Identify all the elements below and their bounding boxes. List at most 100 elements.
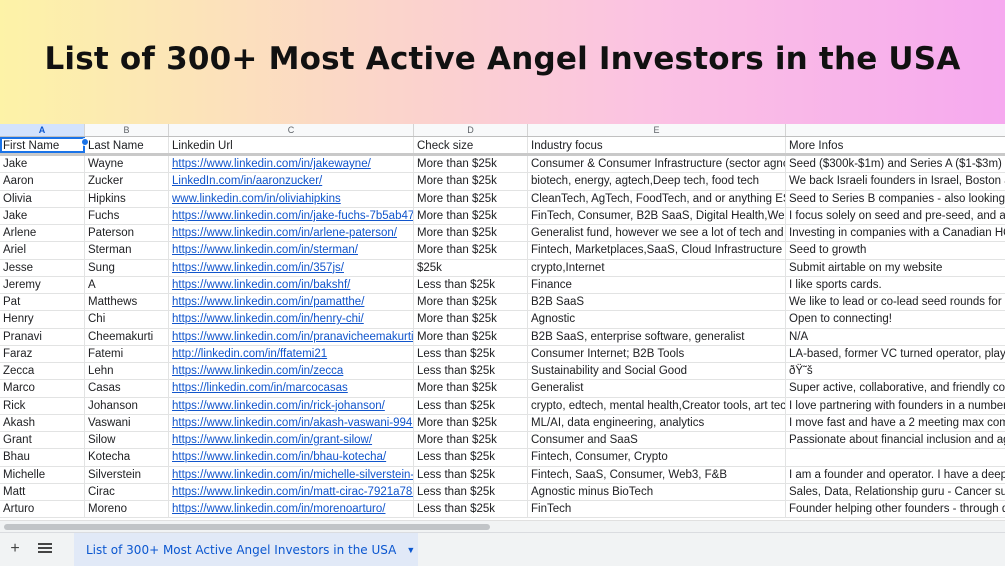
cell-linkedin-url[interactable]: https://www.linkedin.com/in/jake-fuchs-7… — [169, 207, 414, 224]
cell-first-name[interactable]: Faraz — [0, 345, 85, 362]
cell-more-infos[interactable]: Sales, Data, Relationship guru - Cancer … — [789, 485, 1005, 498]
cell-last-name[interactable]: Wayne — [85, 156, 169, 173]
cell-check-size[interactable]: Less than $25k — [414, 345, 528, 362]
cell-industry-focus[interactable]: Agnostic — [528, 311, 786, 328]
cell-last-name[interactable]: Silow — [85, 432, 169, 449]
cell-last-name[interactable]: Moreno — [85, 501, 169, 518]
cell-linkedin-url[interactable]: https://www.linkedin.com/in/sterman/ — [169, 242, 414, 259]
cell-linkedin-url[interactable]: https://www.linkedin.com/in/rick-johanso… — [169, 397, 414, 414]
cell-linkedin-url[interactable]: https://www.linkedin.com/in/357js/ — [169, 259, 414, 276]
cell-check-size[interactable]: Less than $25k — [414, 276, 528, 293]
cell-industry-focus[interactable]: ML/AI, data engineering, analytics — [528, 414, 786, 431]
sheet-tab[interactable]: List of 300+ Most Active Angel Investors… — [74, 533, 418, 566]
cell-more-infos[interactable]: Seed to Series B companies - also lookin… — [789, 192, 1005, 205]
cell-first-name[interactable]: Jake — [0, 207, 85, 224]
cell-first-name[interactable]: Henry — [0, 311, 85, 328]
cell-last-name[interactable]: Sung — [85, 259, 169, 276]
horizontal-scrollbar-thumb[interactable] — [4, 524, 490, 530]
cell-industry-focus[interactable]: Fintech, Marketplaces,SaaS, Cloud Infras… — [528, 242, 786, 259]
cell-more-infos[interactable]: I like sports cards. — [789, 278, 882, 291]
cell-check-size[interactable]: More than $25k — [414, 432, 528, 449]
cell-last-name[interactable]: Fuchs — [85, 207, 169, 224]
cell-linkedin-url[interactable]: https://www.linkedin.com/in/michelle-sil… — [169, 466, 414, 483]
cell-check-size[interactable]: More than $25k — [414, 190, 528, 207]
cell-first-name[interactable]: Arturo — [0, 501, 85, 518]
cell-last-name[interactable]: Cirac — [85, 483, 169, 500]
cell-more-infos[interactable]: We back Israeli founders in Israel, Bost… — [789, 175, 1005, 188]
cell-industry-focus[interactable]: Finance — [528, 276, 786, 293]
cell-linkedin-url[interactable]: https://www.linkedin.com/in/morenoarturo… — [169, 501, 414, 518]
cell-linkedin-url[interactable]: www.linkedin.com/in/oliviahipkins — [169, 190, 414, 207]
cell-first-name[interactable]: Jeremy — [0, 276, 85, 293]
cell-industry-focus[interactable]: biotech, energy, agtech,Deep tech, food … — [528, 173, 786, 190]
cell-last-name[interactable]: Matthews — [85, 294, 169, 311]
cell-linkedin-url[interactable]: https://linkedin.com/in/marcocasas — [169, 380, 414, 397]
cell-more-infos[interactable]: LA-based, former VC turned operator, pla… — [789, 347, 1005, 360]
cell-first-name[interactable]: Akash — [0, 414, 85, 431]
cell-linkedin-url[interactable]: https://www.linkedin.com/in/akash-vaswan… — [169, 414, 414, 431]
cell-more-infos[interactable]: Seed to growth — [789, 244, 867, 257]
cell-industry-focus[interactable]: Consumer and SaaS — [528, 432, 786, 449]
cell-check-size[interactable]: Less than $25k — [414, 449, 528, 466]
cell-check-size[interactable]: More than $25k — [414, 242, 528, 259]
cell-check-size[interactable]: More than $25k — [414, 311, 528, 328]
cell-industry-focus[interactable]: B2B SaaS, enterprise software, generalis… — [528, 328, 786, 345]
cell-linkedin-url[interactable]: https://www.linkedin.com/in/matt-cirac-7… — [169, 483, 414, 500]
header-first-name[interactable]: First Name — [0, 137, 85, 153]
cell-industry-focus[interactable]: Consumer Internet; B2B Tools — [528, 345, 786, 362]
cell-check-size[interactable]: Less than $25k — [414, 501, 528, 518]
cell-industry-focus[interactable]: CleanTech, AgTech, FoodTech, and or anyt… — [528, 190, 786, 207]
cell-check-size[interactable]: More than $25k — [414, 156, 528, 173]
cell-more-infos[interactable]: Submit airtable on my website — [789, 261, 943, 274]
column-header-e[interactable]: E — [528, 124, 786, 136]
cell-first-name[interactable]: Pranavi — [0, 328, 85, 345]
cell-last-name[interactable]: Chi — [85, 311, 169, 328]
column-header-f[interactable] — [786, 124, 1005, 136]
cell-more-infos[interactable]: Passionate about financial inclusion and… — [789, 434, 1005, 446]
cell-last-name[interactable]: A — [85, 276, 169, 293]
cell-check-size[interactable]: More than $25k — [414, 173, 528, 190]
cell-linkedin-url[interactable]: https://www.linkedin.com/in/arlene-pater… — [169, 225, 414, 242]
cell-check-size[interactable]: More than $25k — [414, 207, 528, 224]
cell-last-name[interactable]: Cheemakurti — [85, 328, 169, 345]
cell-first-name[interactable]: Grant — [0, 432, 85, 449]
column-header-d[interactable]: D — [414, 124, 528, 136]
cell-last-name[interactable]: Casas — [85, 380, 169, 397]
column-header-b[interactable]: B — [85, 124, 169, 136]
horizontal-scrollbar[interactable] — [0, 520, 1005, 532]
cell-industry-focus[interactable]: crypto,Internet — [528, 259, 786, 276]
cell-check-size[interactable]: More than $25k — [414, 380, 528, 397]
cell-linkedin-url[interactable]: https://www.linkedin.com/in/bakshf/ — [169, 276, 414, 293]
cell-industry-focus[interactable]: Generalist fund, however we see a lot of… — [528, 225, 786, 242]
cell-more-infos[interactable]: Founder helping other founders - through… — [789, 503, 1005, 515]
cell-linkedin-url[interactable]: LinkedIn.com/in/aaronzucker/ — [169, 173, 414, 190]
cell-check-size[interactable]: More than $25k — [414, 414, 528, 431]
cell-more-infos[interactable]: Investing in companies with a Canadian H… — [789, 227, 1005, 239]
cell-last-name[interactable]: Kotecha — [85, 449, 169, 466]
cell-industry-focus[interactable]: FinTech — [528, 501, 786, 518]
cell-last-name[interactable]: Lehn — [85, 363, 169, 380]
add-sheet-icon[interactable]: + — [10, 540, 20, 557]
cell-check-size[interactable]: Less than $25k — [414, 397, 528, 414]
cell-more-infos[interactable]: Open to connecting! — [789, 313, 892, 326]
cell-industry-focus[interactable]: crypto, edtech, mental health,Creator to… — [528, 397, 786, 414]
cell-first-name[interactable]: Zecca — [0, 363, 85, 380]
cell-check-size[interactable]: More than $25k — [414, 225, 528, 242]
cell-check-size[interactable]: Less than $25k — [414, 363, 528, 380]
all-sheets-menu-icon[interactable] — [38, 543, 52, 555]
cell-first-name[interactable]: Marco — [0, 380, 85, 397]
cell-industry-focus[interactable]: Agnostic minus BioTech — [528, 483, 786, 500]
cell-last-name[interactable]: Johanson — [85, 397, 169, 414]
cell-first-name[interactable]: Arlene — [0, 225, 85, 242]
cell-first-name[interactable]: Pat — [0, 294, 85, 311]
cell-first-name[interactable]: Matt — [0, 483, 85, 500]
cell-last-name[interactable]: Hipkins — [85, 190, 169, 207]
cell-industry-focus[interactable]: Fintech, Consumer, Crypto — [528, 449, 786, 466]
cell-more-infos[interactable]: We like to lead or co-lead seed rounds f… — [789, 296, 1005, 308]
cell-more-infos[interactable]: ðŸ˜š — [789, 365, 813, 377]
cell-last-name[interactable]: Sterman — [85, 242, 169, 259]
header-more-infos[interactable]: More Infos — [789, 140, 844, 152]
cell-first-name[interactable]: Michelle — [0, 466, 85, 483]
cell-last-name[interactable]: Paterson — [85, 225, 169, 242]
cell-linkedin-url[interactable]: https://www.linkedin.com/in/pamatthe/ — [169, 294, 414, 311]
